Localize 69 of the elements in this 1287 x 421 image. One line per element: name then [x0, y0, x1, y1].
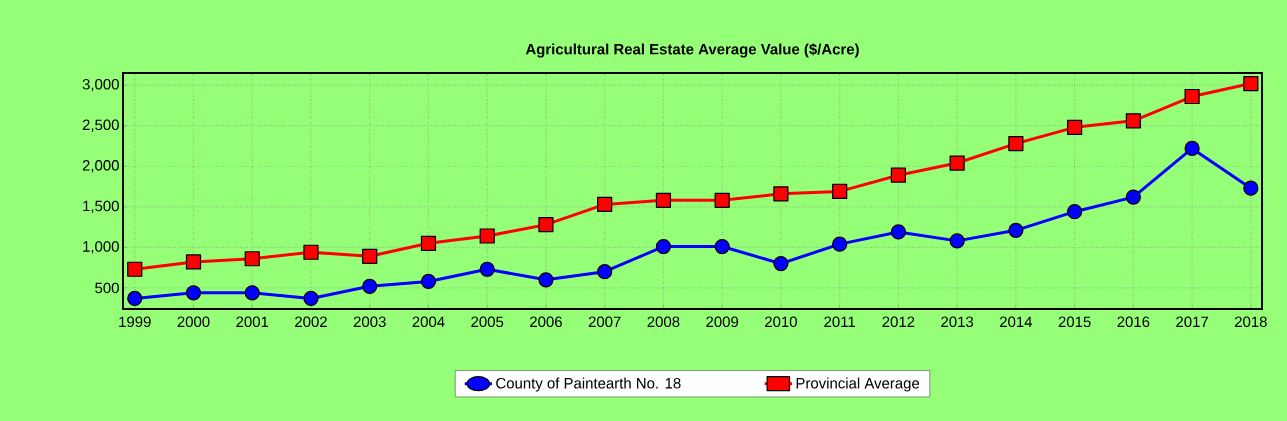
- point: [890, 224, 906, 240]
- point: [597, 264, 613, 280]
- x-tick-label: 2011: [824, 316, 855, 328]
- y-tick-label: 2,500: [82, 119, 119, 132]
- point: [773, 186, 789, 202]
- point: [1125, 113, 1141, 129]
- point: [538, 217, 554, 233]
- point: [1067, 204, 1083, 220]
- x-tick-label: 2004: [412, 316, 445, 328]
- point: [832, 236, 848, 252]
- legend-label: Provincial Average: [796, 377, 920, 392]
- legend-label: County of Paintearth No. 18: [496, 377, 681, 392]
- point: [1184, 88, 1200, 105]
- y-tick-label: 2,000: [82, 160, 119, 173]
- point: [1008, 135, 1024, 152]
- chart-title: Agricultural Real Estate Average Value ($/Acre): [525, 43, 859, 58]
- x-tick-label: 2016: [1117, 316, 1150, 328]
- point: [362, 248, 378, 264]
- point: [597, 196, 613, 212]
- point: [127, 261, 143, 277]
- point: [244, 285, 260, 301]
- x-tick-label: 2017: [1176, 316, 1208, 328]
- point: [1125, 189, 1141, 205]
- x-tick-label: 2005: [471, 316, 504, 328]
- point: [420, 273, 437, 290]
- x-tick-label: 2010: [765, 316, 797, 328]
- point: [890, 167, 906, 183]
- point: [1243, 180, 1259, 196]
- x-tick-label: 2007: [588, 316, 621, 328]
- point: [127, 290, 143, 307]
- point: [1243, 75, 1259, 92]
- x-tick-label: 2012: [882, 316, 915, 328]
- point: [185, 254, 202, 270]
- y-tick-label: 1,000: [83, 241, 119, 254]
- point: [362, 278, 378, 294]
- y-tick-label: 500: [95, 282, 119, 294]
- point: [949, 155, 965, 171]
- x-tick-label: 2015: [1058, 316, 1091, 328]
- point: [949, 233, 965, 249]
- point: [1067, 119, 1083, 135]
- point: [655, 238, 672, 255]
- x-tick-label: 2014: [1000, 316, 1033, 328]
- point: [538, 272, 554, 288]
- x-tick-label: 2003: [353, 316, 386, 328]
- point: [714, 238, 730, 255]
- point: [303, 244, 319, 260]
- point: [655, 192, 672, 208]
- y-tick-label: 3,000: [82, 79, 119, 92]
- y-tick-label: 1,500: [83, 200, 119, 213]
- point: [773, 255, 789, 272]
- x-tick-label: 2013: [941, 316, 974, 328]
- x-tick-label: 2008: [647, 316, 680, 328]
- x-tick-label: 1999: [119, 316, 151, 328]
- x-tick-label: 2002: [295, 316, 327, 328]
- x-tick-label: 2009: [706, 316, 739, 328]
- point: [244, 251, 260, 267]
- point: [479, 261, 495, 277]
- point: [714, 192, 730, 208]
- point: [303, 290, 319, 307]
- point: [420, 235, 437, 251]
- x-tick-label: 2018: [1234, 316, 1267, 328]
- point: [1008, 222, 1024, 238]
- x-tick-label: 2006: [530, 316, 562, 328]
- x-tick-label: 2001: [236, 316, 269, 328]
- x-tick-label: 2000: [177, 316, 210, 328]
- point: [185, 285, 202, 301]
- point: [479, 228, 495, 244]
- point: [832, 183, 848, 200]
- point: [1184, 140, 1200, 157]
